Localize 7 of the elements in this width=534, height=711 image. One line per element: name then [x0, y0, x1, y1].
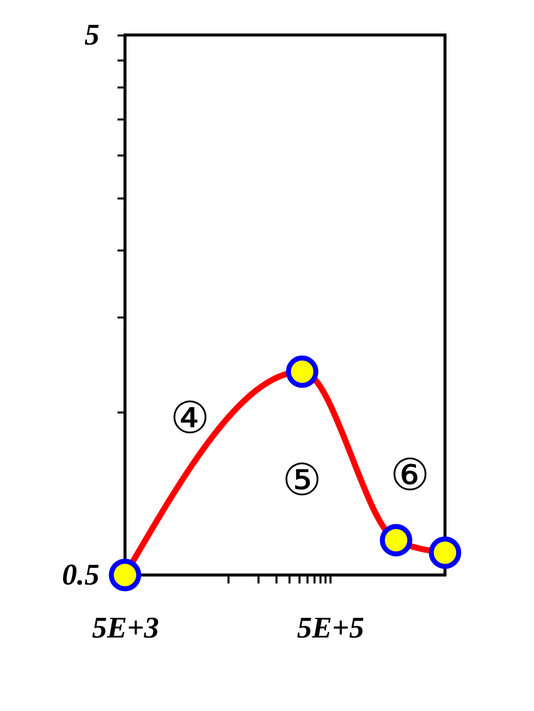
- x-tick-label: 5E+5: [297, 612, 364, 644]
- annotation: ⑤: [282, 455, 322, 506]
- y-tick-label: 5: [84, 18, 100, 52]
- annotation: ④: [170, 393, 210, 444]
- x-tick-label: 5E+3: [92, 612, 160, 644]
- annotation: ⑥: [390, 450, 430, 501]
- y-tick-label: 0.5: [62, 558, 100, 592]
